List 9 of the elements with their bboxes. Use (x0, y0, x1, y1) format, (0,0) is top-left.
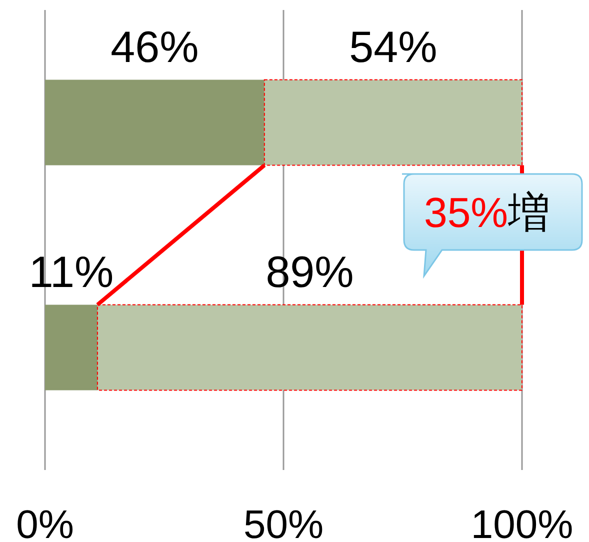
data-label: 89% (266, 248, 354, 297)
x-tick-label: 0% (16, 503, 74, 542)
x-tick-label: 100% (470, 503, 574, 542)
annotation: 35%増 (424, 189, 550, 236)
data-label: 11% (28, 248, 114, 297)
x-tick-label: 50% (243, 503, 324, 542)
callout: 35%増 (401, 173, 583, 277)
data-label: 54% (349, 22, 438, 72)
data-label: 46% (110, 22, 199, 72)
